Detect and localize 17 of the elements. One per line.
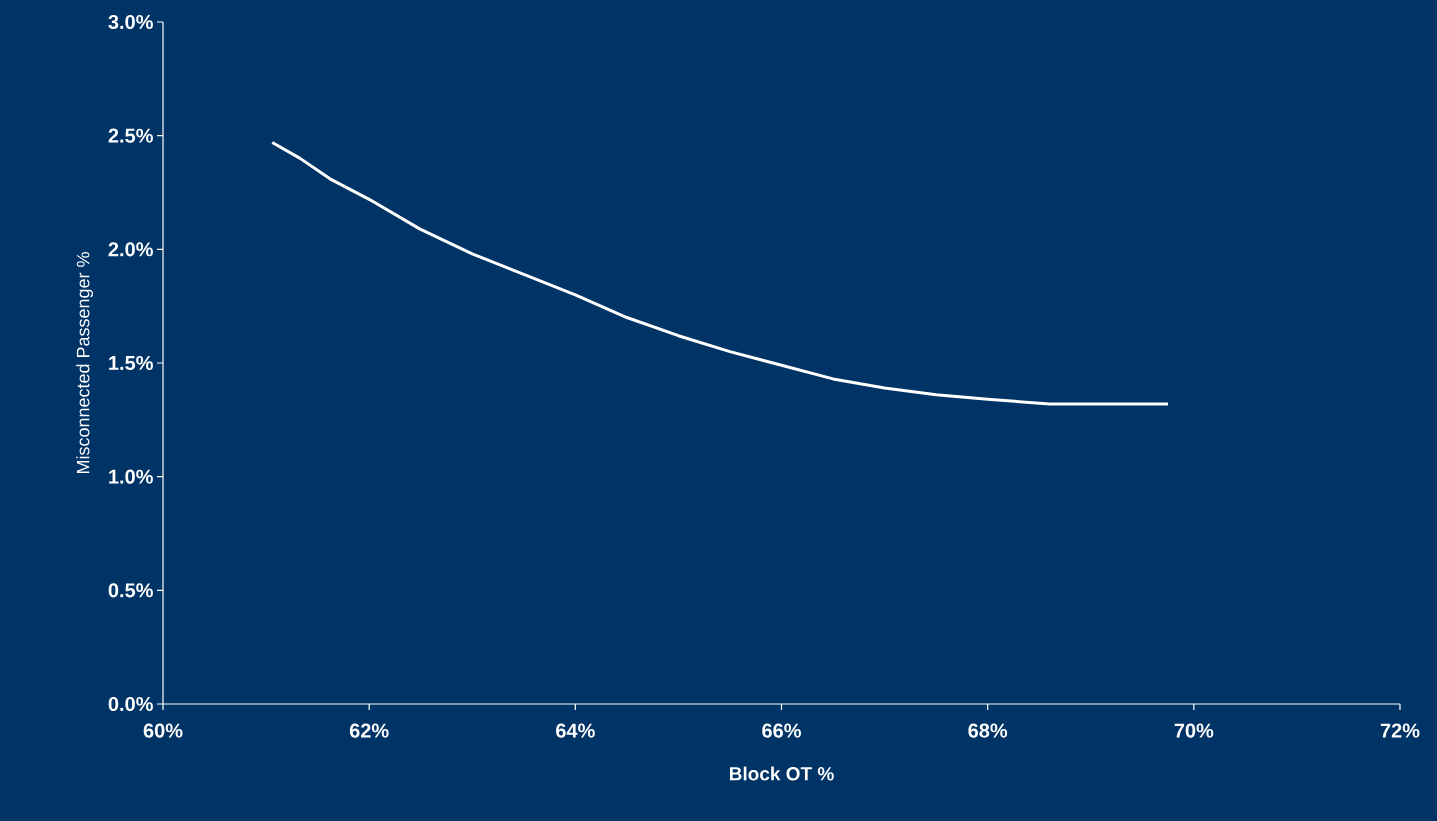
y-tick-label: 2.0% bbox=[108, 242, 153, 257]
x-tick-label: 62% bbox=[349, 723, 389, 738]
x-tick-label: 72% bbox=[1380, 723, 1420, 738]
x-tick-label: 64% bbox=[556, 723, 595, 738]
y-tick-label: 1.0% bbox=[109, 469, 153, 484]
y-tick-label: 3.0% bbox=[108, 14, 153, 30]
y-tick-label: 1.5% bbox=[109, 355, 153, 371]
y-axis-title: Misconnected Passenger % bbox=[76, 252, 94, 474]
line-series bbox=[270, 140, 1170, 406]
y-tick-label: 2.5% bbox=[108, 128, 153, 143]
x-tick-label: 68% bbox=[968, 723, 1008, 738]
x-tick-label: 60% bbox=[143, 723, 183, 738]
x-tick-label: 66% bbox=[762, 723, 801, 738]
y-tick-label: 0.5% bbox=[108, 583, 153, 598]
x-axis-title: Block OT % bbox=[729, 766, 834, 781]
y-tick-label: 0.0% bbox=[108, 696, 153, 712]
x-tick-label: 70% bbox=[1174, 723, 1214, 738]
